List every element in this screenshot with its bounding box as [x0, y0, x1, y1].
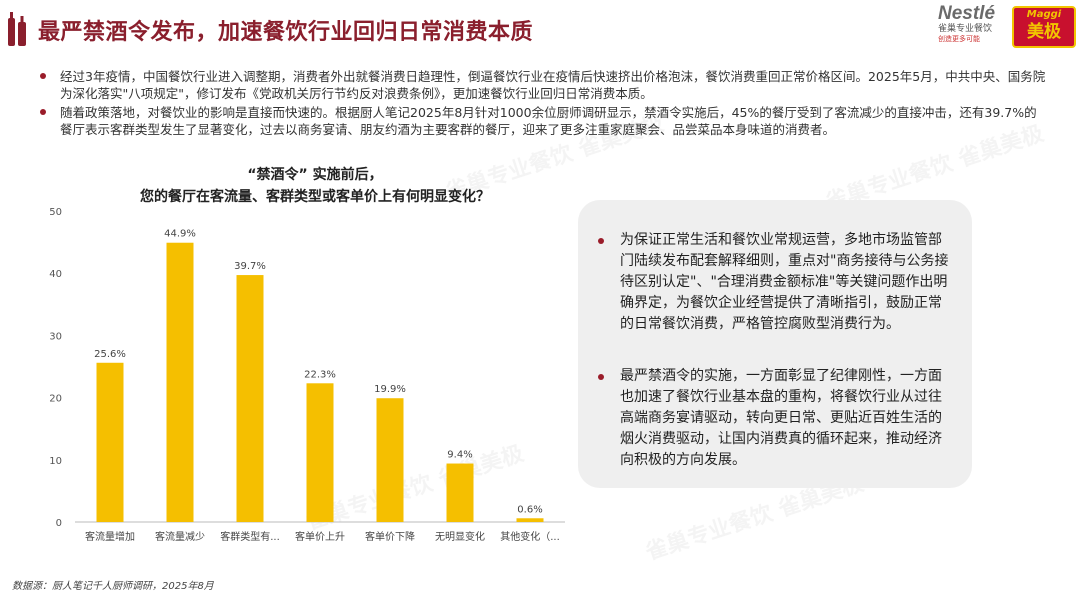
- bullet-item: 经过3年疫情，中国餐饮行业进入调整期，消费者外出就餐消费日趋理性，倒逼餐饮行业在…: [36, 68, 1046, 102]
- panel-item: 最严禁酒令的实施，一方面彰显了纪律刚性，一方面也加速了餐饮行业基本盘的重构，将餐…: [598, 366, 954, 471]
- panel-text: 最严禁酒令的实施，一方面彰显了纪律刚性，一方面也加速了餐饮行业基本盘的重构，将餐…: [620, 368, 942, 468]
- data-label: 22.3%: [304, 369, 336, 380]
- bullet-text: 随着政策落地，对餐饮业的影响是直接而快速的。根据厨人笔记2025年8月针对100…: [60, 105, 1037, 137]
- bar: [166, 242, 194, 523]
- nestle-line1: 雀巢专业餐饮: [938, 24, 993, 34]
- y-tick-label: 10: [49, 456, 62, 467]
- chart-title-line1: “禁酒令” 实施前后，: [247, 167, 383, 183]
- bullet-item: 随着政策落地，对餐饮业的影响是直接而快速的。根据厨人笔记2025年8月针对100…: [36, 104, 1046, 138]
- data-label: 39.7%: [234, 261, 266, 272]
- bullet-dot-icon: [40, 109, 46, 115]
- y-tick-label: 40: [49, 269, 62, 280]
- x-tick-label: 客群类型有...: [220, 530, 280, 543]
- x-tick-label: 其他变化（...: [500, 530, 560, 543]
- y-tick-label: 50: [49, 207, 62, 218]
- bullet-dot-icon: [598, 374, 604, 380]
- x-tick-label: 客单价上升: [295, 530, 345, 543]
- x-tick-label: 无明显变化: [435, 530, 485, 543]
- x-tick-label: 客流量减少: [155, 530, 205, 543]
- maggi-cn: 美极: [1027, 22, 1061, 42]
- nestle-brand: Nestlé: [938, 3, 996, 24]
- nestle-logo: Nestlé 雀巢专业餐饮 创造更多可能: [938, 4, 1008, 48]
- bullet-dot-icon: [40, 73, 46, 79]
- wine-bottles-icon: [8, 12, 26, 46]
- bar: [96, 362, 124, 522]
- x-tick-label: 客流量增加: [85, 530, 135, 543]
- data-source-note: 数据源：厨人笔记千人厨师调研，2025年8月: [12, 581, 214, 592]
- maggi-logo: Maggi 美极: [1012, 6, 1076, 48]
- page-title: 最严禁酒令发布，加速餐饮行业回归日常消费本质: [38, 20, 534, 45]
- data-label: 25.6%: [94, 349, 126, 360]
- data-label: 44.9%: [164, 229, 196, 240]
- y-tick-label: 0: [56, 518, 62, 529]
- intro-bullets: 经过3年疫情，中国餐饮行业进入调整期，消费者外出就餐消费日趋理性，倒逼餐饮行业在…: [36, 68, 1046, 140]
- maggi-brand: Maggi: [1026, 9, 1062, 20]
- insight-panel: 为保证正常生活和餐饮业常规运营，多地市场监管部门陆续发布配套解释细则，重点对"商…: [578, 200, 972, 488]
- data-label: 19.9%: [374, 384, 406, 395]
- chart-title-line2: 您的餐厅在客流量、客群类型或客单价上有何明显变化？: [140, 189, 490, 205]
- chart-title: “禁酒令” 实施前后， 您的餐厅在客流量、客群类型或客单价上有何明显变化？: [80, 164, 550, 208]
- data-label: 0.6%: [517, 504, 542, 515]
- x-tick-label: 客单价下降: [365, 530, 415, 543]
- bar-chart: 0 10 20 30 40 50 25.6% 客流量增加 44.9% 客流量减少 39.7% 客群类型…: [49, 207, 565, 543]
- bar: [306, 383, 334, 522]
- bar: [376, 398, 404, 522]
- bar: [516, 518, 544, 522]
- panel-item: 为保证正常生活和餐饮业常规运营，多地市场监管部门陆续发布配套解释细则，重点对"商…: [598, 230, 954, 335]
- y-tick-label: 20: [49, 394, 62, 405]
- nestle-line2: 创造更多可能: [938, 35, 980, 43]
- panel-text: 为保证正常生活和餐饮业常规运营，多地市场监管部门陆续发布配套解释细则，重点对"商…: [620, 232, 949, 332]
- bullet-text: 经过3年疫情，中国餐饮行业进入调整期，消费者外出就餐消费日趋理性，倒逼餐饮行业在…: [60, 69, 1046, 101]
- y-tick-label: 30: [49, 331, 62, 342]
- bullet-dot-icon: [598, 238, 604, 244]
- bar: [446, 463, 474, 522]
- bar: [236, 275, 264, 522]
- data-label: 9.4%: [447, 450, 472, 461]
